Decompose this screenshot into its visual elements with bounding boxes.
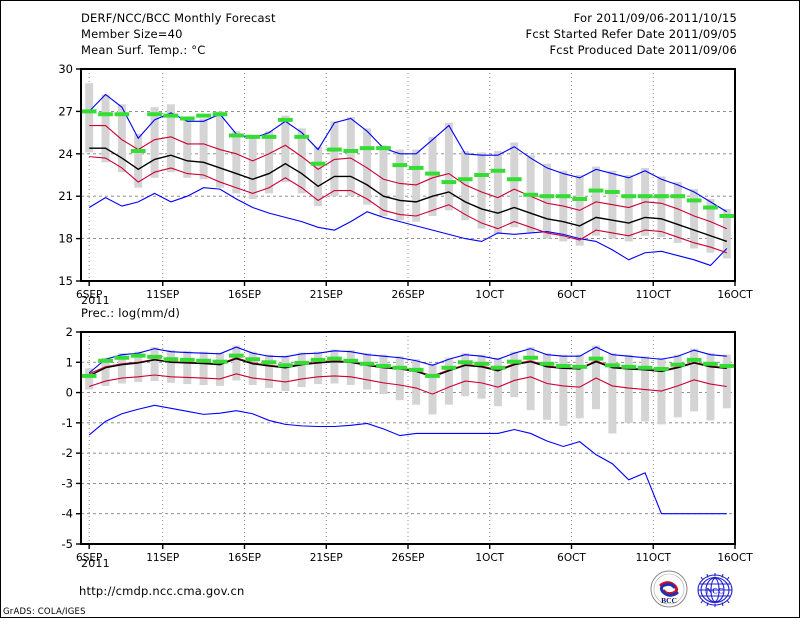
observation-marks	[81, 353, 735, 378]
series-minimum	[88, 404, 727, 515]
series-lower_quartile	[89, 373, 727, 395]
svg-text:21SEP: 21SEP	[310, 552, 343, 564]
svg-text:26SEP: 26SEP	[392, 552, 425, 564]
observation-marks	[81, 109, 735, 218]
svg-text:11SEP: 11SEP	[146, 552, 179, 564]
svg-text:18: 18	[58, 232, 73, 246]
svg-text:-1: -1	[62, 416, 73, 430]
svg-text:26SEP: 26SEP	[392, 289, 425, 301]
svg-text:11OCT: 11OCT	[636, 552, 672, 564]
series-upper_quartile	[89, 124, 728, 230]
axis-year-top: 2011	[81, 294, 110, 307]
forecast-range-label: For 2011/09/06-2011/10/15	[573, 11, 737, 25]
series-maximum	[88, 346, 727, 374]
svg-text:16OCT: 16OCT	[717, 552, 753, 564]
svg-text:1OCT: 1OCT	[475, 289, 504, 301]
temperature-unit-label: Mean Surf. Temp.: °C	[81, 43, 206, 57]
svg-text:11OCT: 11OCT	[636, 289, 672, 301]
member-size-label: Member Size=40	[81, 27, 183, 41]
series-minimum	[88, 187, 728, 267]
series-maximum	[88, 93, 728, 213]
svg-text:16SEP: 16SEP	[228, 289, 261, 301]
precipitation-title: Prec.: log(mm/d)	[81, 306, 181, 320]
axis-year-bottom: 2011	[81, 557, 110, 570]
svg-text:6SEP: 6SEP	[76, 289, 102, 301]
svg-text:16OCT: 16OCT	[717, 289, 753, 301]
svg-text:1OCT: 1OCT	[475, 552, 504, 564]
svg-text:6OCT: 6OCT	[557, 552, 586, 564]
svg-text:6OCT: 6OCT	[557, 289, 586, 301]
svg-text:1: 1	[66, 355, 73, 369]
svg-text:-2: -2	[62, 446, 73, 460]
website-url[interactable]: http://cmdp.ncc.cma.gov.cn	[79, 584, 245, 598]
svg-text:16SEP: 16SEP	[228, 552, 261, 564]
svg-text:21SEP: 21SEP	[310, 289, 343, 301]
svg-text:11SEP: 11SEP	[146, 289, 179, 301]
series-ensemble_mean	[88, 357, 727, 378]
svg-text:21: 21	[58, 189, 73, 203]
svg-text:2: 2	[66, 325, 73, 339]
svg-text:30: 30	[58, 62, 73, 76]
surface-temperature-chart: 15 18 21 24 27 30 6SEP 11SEP 16SEP 21SEP 26SEP 1OCT…	[58, 62, 753, 301]
series-lower_quartile	[89, 156, 728, 254]
svg-text:-5: -5	[62, 537, 73, 551]
series-ensemble_mean	[89, 147, 728, 243]
ncc-logo: NCC	[697, 573, 733, 607]
series-upper_quartile	[88, 357, 727, 377]
svg-text:0: 0	[66, 386, 73, 400]
svg-text:24: 24	[58, 147, 73, 161]
svg-text:NCC: NCC	[706, 587, 724, 596]
bcc-logo: BCC	[650, 570, 688, 608]
refer-date-label: Fcst Started Refer Date 2011/09/05	[525, 27, 737, 41]
svg-text:-4: -4	[62, 507, 73, 521]
svg-text:-3: -3	[62, 476, 73, 490]
svg-text:15: 15	[58, 274, 73, 288]
grads-credit: GrADS: COLA/IGES	[3, 607, 86, 617]
forecast-title: DERF/NCC/BCC Monthly Forecast	[81, 11, 276, 25]
svg-text:BCC: BCC	[661, 596, 677, 605]
produced-date-label: Fcst Produced Date 2011/09/06	[549, 43, 737, 57]
svg-text:27: 27	[58, 104, 73, 118]
spread-bars	[85, 345, 731, 434]
